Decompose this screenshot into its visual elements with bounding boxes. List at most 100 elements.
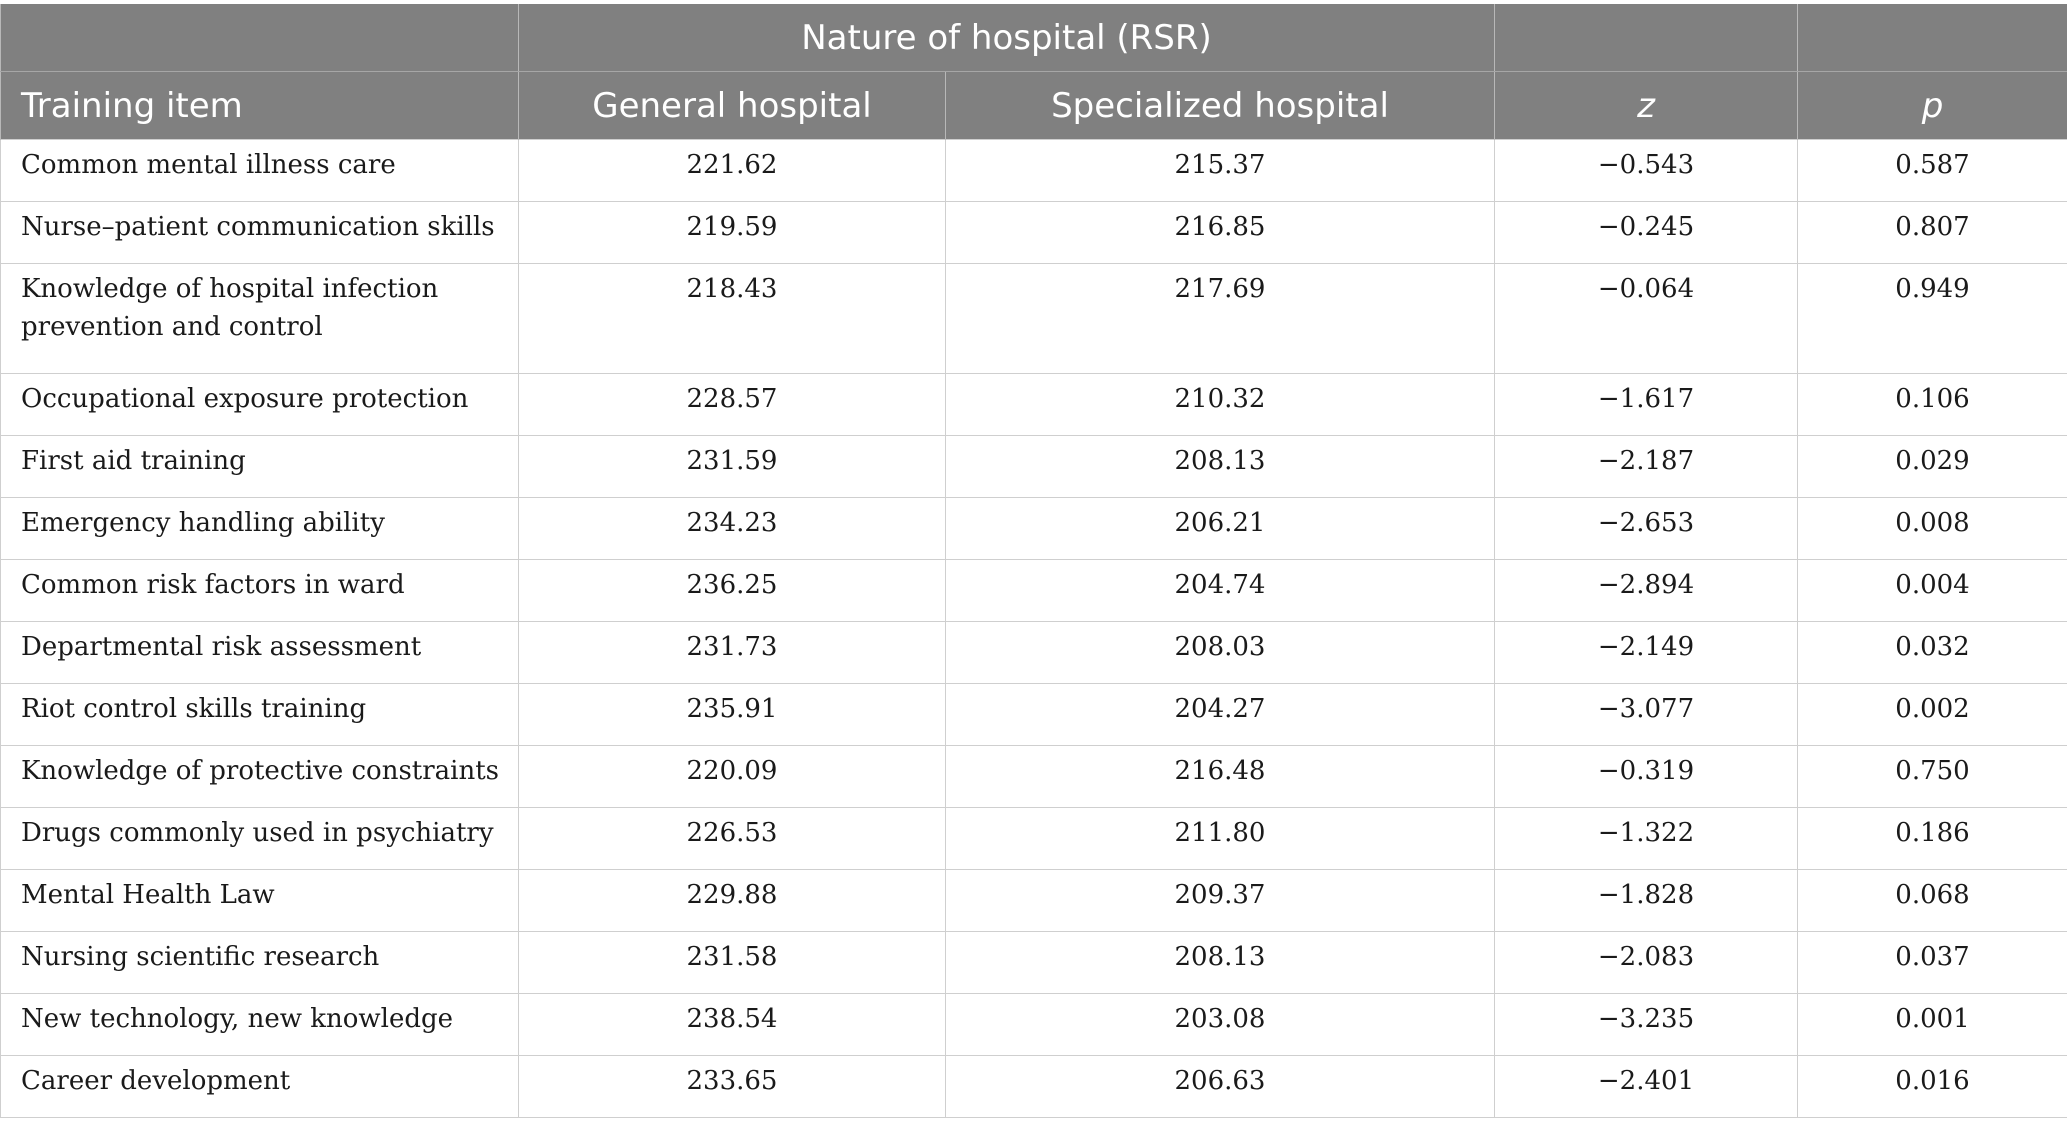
table-body: Common mental illness care 221.62 215.37 −0… — [0, 139, 2067, 1118]
z-value-cell: −3.077 — [1494, 683, 1798, 746]
training-item-cell: Departmental risk assessment — [0, 621, 519, 684]
training-item-cell: Common risk factors in ward — [0, 559, 519, 622]
training-item-label: Knowledge of hospital infection — [21, 274, 439, 304]
specialized-hospital-cell: 216.48 — [945, 745, 1495, 808]
training-item-label: Nursing scientific research — [21, 942, 380, 972]
training-item-label: Riot control skills training — [21, 694, 367, 724]
training-item-label: Common mental illness care — [21, 150, 396, 180]
training-item-cell: Knowledge of protective constraints — [0, 745, 519, 808]
p-value-cell: 0.106 — [1797, 373, 2067, 436]
table-row: Knowledge of protective constraints 220.0… — [0, 745, 2067, 808]
general-hospital-cell: 235.91 — [518, 683, 946, 746]
table-header: Nature of hospital (RSR) Training item G… — [0, 4, 2067, 140]
z-value-cell: −2.401 — [1494, 1055, 1798, 1118]
training-item-label: Nurse–patient communication skills — [21, 212, 495, 242]
table-row: New technology, new knowledge 238.54 203.0… — [0, 993, 2067, 1056]
specialized-hospital-cell: 210.32 — [945, 373, 1495, 436]
column-header-training-item: Training item — [0, 71, 519, 140]
specialized-hospital-cell: 203.08 — [945, 993, 1495, 1056]
general-hospital-cell: 226.53 — [518, 807, 946, 870]
training-item-cell: Emergency handling ability — [0, 497, 519, 560]
table-row: Common risk factors in ward 236.25 204.74−… — [0, 559, 2067, 622]
empty-header-cell — [0, 4, 519, 72]
general-hospital-cell: 229.88 — [518, 869, 946, 932]
column-header-general-hospital: General hospital — [518, 71, 946, 140]
general-hospital-cell: 231.59 — [518, 435, 946, 498]
z-value-cell: −2.653 — [1494, 497, 1798, 560]
p-value-cell: 0.750 — [1797, 745, 2067, 808]
general-hospital-cell: 219.59 — [518, 201, 946, 264]
p-value-cell: 0.037 — [1797, 931, 2067, 994]
table-row: Riot control skills training 235.91 204.27… — [0, 683, 2067, 746]
specialized-hospital-cell: 208.13 — [945, 435, 1495, 498]
z-value-cell: −1.828 — [1494, 869, 1798, 932]
specialized-hospital-cell: 206.21 — [945, 497, 1495, 560]
training-item-cell: Mental Health Law — [0, 869, 519, 932]
group-header-row: Nature of hospital (RSR) — [0, 4, 2067, 72]
specialized-hospital-cell: 211.80 — [945, 807, 1495, 870]
empty-header-cell — [1797, 4, 2067, 72]
training-item-label-line2: prevention and control — [21, 312, 323, 342]
z-value-cell: −0.319 — [1494, 745, 1798, 808]
z-value-cell: −2.894 — [1494, 559, 1798, 622]
training-item-label: New technology, new knowledge — [21, 1004, 454, 1034]
table-row: Knowledge of hospital infection preventio… — [0, 263, 2067, 374]
p-value-cell: 0.008 — [1797, 497, 2067, 560]
specialized-hospital-cell: 216.85 — [945, 201, 1495, 264]
general-hospital-cell: 218.43 — [518, 263, 946, 374]
specialized-hospital-cell: 208.13 — [945, 931, 1495, 994]
general-hospital-cell: 236.25 — [518, 559, 946, 622]
p-value-cell: 0.949 — [1797, 263, 2067, 374]
specialized-hospital-cell: 204.74 — [945, 559, 1495, 622]
training-item-label: First aid training — [21, 446, 246, 476]
training-item-cell: Nurse–patient communication skills — [0, 201, 519, 264]
column-header-specialized-hospital: Specialized hospital — [945, 71, 1495, 140]
training-item-rsr-table: Nature of hospital (RSR) Training item G… — [0, 4, 2067, 1118]
table-row: Occupational exposure protection 228.57 21… — [0, 373, 2067, 436]
specialized-hospital-cell: 206.63 — [945, 1055, 1495, 1118]
table-row: Emergency handling ability 234.23 206.21 −2… — [0, 497, 2067, 560]
p-value-cell: 0.016 — [1797, 1055, 2067, 1118]
column-header-p: p — [1797, 71, 2067, 140]
training-item-cell: Knowledge of hospital infection preventio… — [0, 263, 519, 374]
table-row: Departmental risk assessment 231.73 208.03… — [0, 621, 2067, 684]
general-hospital-cell: 221.62 — [518, 139, 946, 202]
z-value-cell: −0.245 — [1494, 201, 1798, 264]
table-row: Career development 233.65 206.63 −2.401 0.01… — [0, 1055, 2067, 1118]
training-item-label: Drugs commonly used in psychiatry — [21, 818, 494, 848]
training-item-cell: Career development — [0, 1055, 519, 1118]
table-row: Drugs commonly used in psychiatry 226.53 2… — [0, 807, 2067, 870]
p-value-cell: 0.002 — [1797, 683, 2067, 746]
table-row: First aid training 231.59 208.13 −2.187 0.02… — [0, 435, 2067, 498]
training-item-cell: Occupational exposure protection — [0, 373, 519, 436]
p-value-cell: 0.032 — [1797, 621, 2067, 684]
column-header-z: z — [1494, 71, 1798, 140]
table-row: Common mental illness care 221.62 215.37 −0… — [0, 139, 2067, 202]
specialized-hospital-cell: 217.69 — [945, 263, 1495, 374]
z-value-cell: −2.149 — [1494, 621, 1798, 684]
p-value-cell: 0.029 — [1797, 435, 2067, 498]
training-item-cell: New technology, new knowledge — [0, 993, 519, 1056]
column-header-row: Training item General hospital Specializ… — [0, 71, 2067, 140]
p-value-cell: 0.186 — [1797, 807, 2067, 870]
training-item-label: Occupational exposure protection — [21, 384, 469, 414]
z-value-cell: −1.322 — [1494, 807, 1798, 870]
z-value-cell: −0.543 — [1494, 139, 1798, 202]
table-row: Nurse–patient communication skills 219.59… — [0, 201, 2067, 264]
empty-header-cell — [1494, 4, 1798, 72]
z-value-cell: −1.617 — [1494, 373, 1798, 436]
p-value-cell: 0.807 — [1797, 201, 2067, 264]
training-item-cell: First aid training — [0, 435, 519, 498]
specialized-hospital-cell: 215.37 — [945, 139, 1495, 202]
training-item-cell: Nursing scientific research — [0, 931, 519, 994]
p-value-cell: 0.001 — [1797, 993, 2067, 1056]
training-item-cell: Common mental illness care — [0, 139, 519, 202]
z-value-cell: −2.187 — [1494, 435, 1798, 498]
training-item-label: Career development — [21, 1066, 291, 1096]
specialized-hospital-cell: 209.37 — [945, 869, 1495, 932]
general-hospital-cell: 233.65 — [518, 1055, 946, 1118]
training-item-label: Knowledge of protective constraints — [21, 756, 500, 786]
p-value-cell: 0.068 — [1797, 869, 2067, 932]
training-item-cell: Riot control skills training — [0, 683, 519, 746]
general-hospital-cell: 238.54 — [518, 993, 946, 1056]
